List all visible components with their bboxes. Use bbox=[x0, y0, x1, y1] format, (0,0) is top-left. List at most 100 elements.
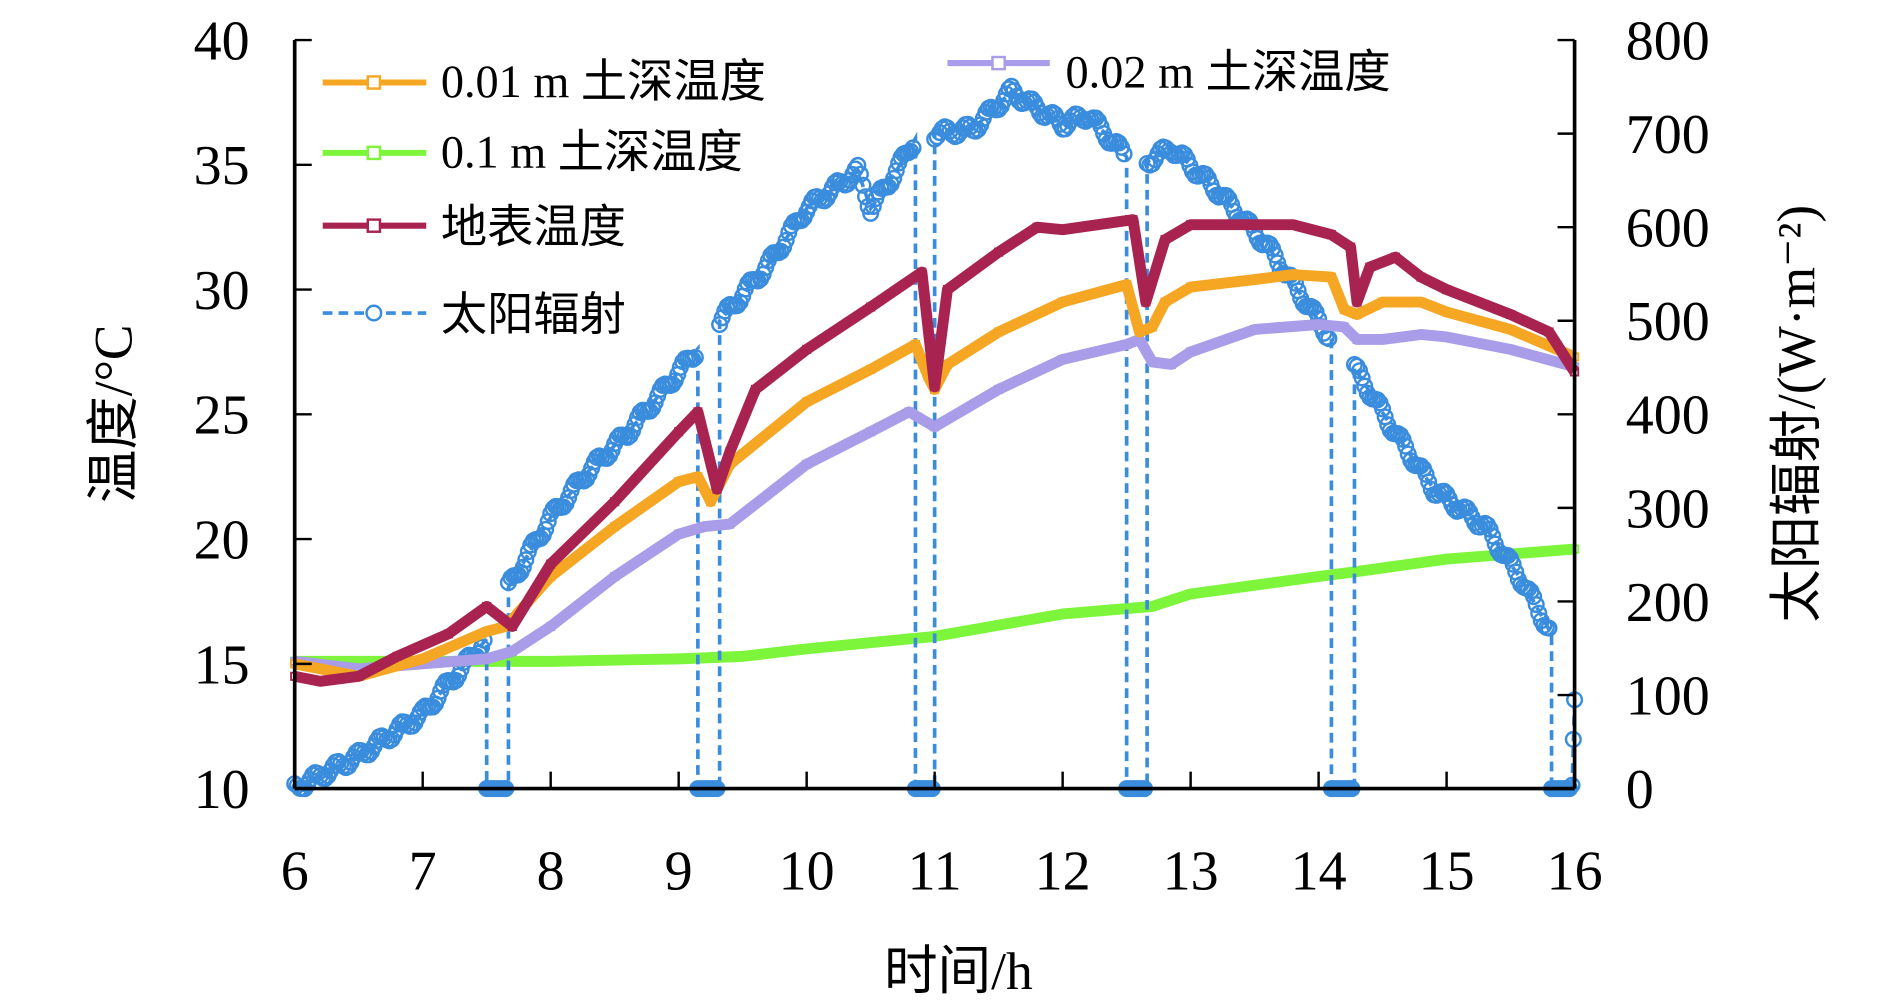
data-point bbox=[1466, 514, 1484, 532]
plot-area bbox=[286, 77, 1584, 798]
data-point bbox=[994, 327, 1004, 337]
right-y-tick-label: 0 bbox=[1626, 759, 1654, 821]
data-point bbox=[1186, 282, 1196, 292]
data-point bbox=[517, 551, 535, 569]
left-y-tick-label: 15 bbox=[194, 634, 250, 696]
left-y-tick-label: 20 bbox=[194, 510, 250, 572]
data-point bbox=[686, 348, 704, 366]
data-point bbox=[1416, 297, 1426, 307]
legend-label: 0.01 m 土深温度 bbox=[441, 56, 766, 107]
data-point bbox=[706, 497, 716, 507]
legend: 0.01 m 土深温度 0.02 m 土深温度 0.1 m 土深温度 地表温度 … bbox=[322, 46, 1391, 340]
data-point bbox=[1346, 242, 1356, 252]
data-point bbox=[610, 571, 620, 582]
data-point bbox=[482, 626, 492, 636]
data-point bbox=[693, 407, 703, 417]
data-point bbox=[674, 477, 684, 487]
data-point bbox=[1339, 304, 1349, 315]
data-point bbox=[1527, 596, 1545, 614]
right-y-tick-label: 100 bbox=[1626, 666, 1710, 728]
data-point bbox=[1087, 109, 1105, 127]
legend-item-solar: 太阳辐射 bbox=[322, 289, 626, 340]
data-point bbox=[1058, 225, 1068, 235]
data-point bbox=[1186, 220, 1196, 230]
data-point bbox=[1250, 324, 1260, 335]
data-point bbox=[738, 651, 748, 661]
data-point bbox=[1417, 465, 1435, 483]
data-point bbox=[1217, 187, 1235, 205]
data-point bbox=[990, 101, 1008, 118]
data-point bbox=[693, 472, 703, 482]
data-point bbox=[849, 156, 867, 174]
legend-label: 地表温度 bbox=[441, 202, 626, 253]
x-tick-label: 14 bbox=[1291, 840, 1347, 902]
series-2 bbox=[290, 543, 1580, 667]
data-point bbox=[418, 654, 428, 664]
data-point bbox=[1378, 297, 1388, 307]
data-point bbox=[1186, 347, 1196, 357]
data-point bbox=[910, 339, 921, 350]
data-point bbox=[403, 717, 421, 735]
x-tick-label: 11 bbox=[908, 840, 962, 902]
data-point bbox=[1442, 554, 1452, 564]
data-point bbox=[1506, 324, 1516, 335]
data-point bbox=[546, 656, 556, 666]
data-point bbox=[1416, 272, 1426, 282]
x-tick-label: 10 bbox=[779, 840, 835, 902]
data-point bbox=[1416, 329, 1426, 340]
series-1 bbox=[290, 319, 1580, 675]
data-point bbox=[1397, 437, 1415, 455]
data-point bbox=[1326, 272, 1336, 282]
data-point bbox=[854, 176, 872, 194]
data-point bbox=[315, 676, 325, 686]
data-point bbox=[1390, 252, 1400, 262]
right-y-tick-label: 500 bbox=[1626, 291, 1710, 353]
right-y-tick-label: 200 bbox=[1626, 572, 1710, 634]
data-point bbox=[866, 427, 876, 437]
data-point bbox=[750, 384, 761, 394]
data-point bbox=[802, 644, 812, 654]
series-line bbox=[294, 543, 1576, 667]
series-line bbox=[293, 214, 1580, 687]
data-point bbox=[1250, 275, 1260, 285]
data-point bbox=[725, 447, 735, 457]
data-point bbox=[674, 427, 684, 437]
data-point bbox=[392, 651, 402, 661]
data-point bbox=[885, 169, 903, 187]
legend-item-surface: 地表温度 bbox=[322, 202, 626, 253]
x-tick-label: 7 bbox=[409, 840, 437, 902]
data-point bbox=[1288, 270, 1298, 280]
series-line bbox=[293, 89, 1577, 791]
left-y-axis-label: 温度/°C bbox=[83, 324, 143, 503]
data-point bbox=[1128, 215, 1138, 225]
data-point bbox=[507, 621, 517, 631]
right-y-tick-label: 700 bbox=[1626, 104, 1710, 166]
data-point bbox=[930, 422, 940, 432]
data-point bbox=[1186, 589, 1196, 599]
left-y-tick-label: 30 bbox=[194, 260, 250, 322]
data-point bbox=[904, 407, 914, 417]
data-point bbox=[1266, 246, 1284, 264]
data-point bbox=[802, 397, 812, 407]
data-point bbox=[725, 519, 735, 529]
x-tick-label: 8 bbox=[537, 840, 565, 902]
data-point bbox=[904, 139, 922, 157]
data-point bbox=[994, 247, 1004, 257]
right-y-tick-label: 300 bbox=[1626, 478, 1710, 540]
series-4 bbox=[286, 77, 1584, 798]
data-point bbox=[424, 698, 442, 716]
data-point bbox=[1115, 145, 1133, 163]
data-point bbox=[699, 522, 709, 532]
right-y-tick-label: 600 bbox=[1626, 198, 1710, 260]
data-point bbox=[674, 654, 684, 664]
right-y-tick-label: 800 bbox=[1626, 11, 1710, 73]
data-point bbox=[1314, 319, 1324, 330]
data-point bbox=[546, 559, 556, 569]
data-point bbox=[1540, 619, 1558, 637]
data-point bbox=[354, 671, 364, 681]
x-tick-label: 6 bbox=[281, 840, 309, 902]
data-point bbox=[610, 497, 620, 507]
data-point bbox=[1442, 307, 1452, 317]
data-point bbox=[684, 350, 702, 368]
